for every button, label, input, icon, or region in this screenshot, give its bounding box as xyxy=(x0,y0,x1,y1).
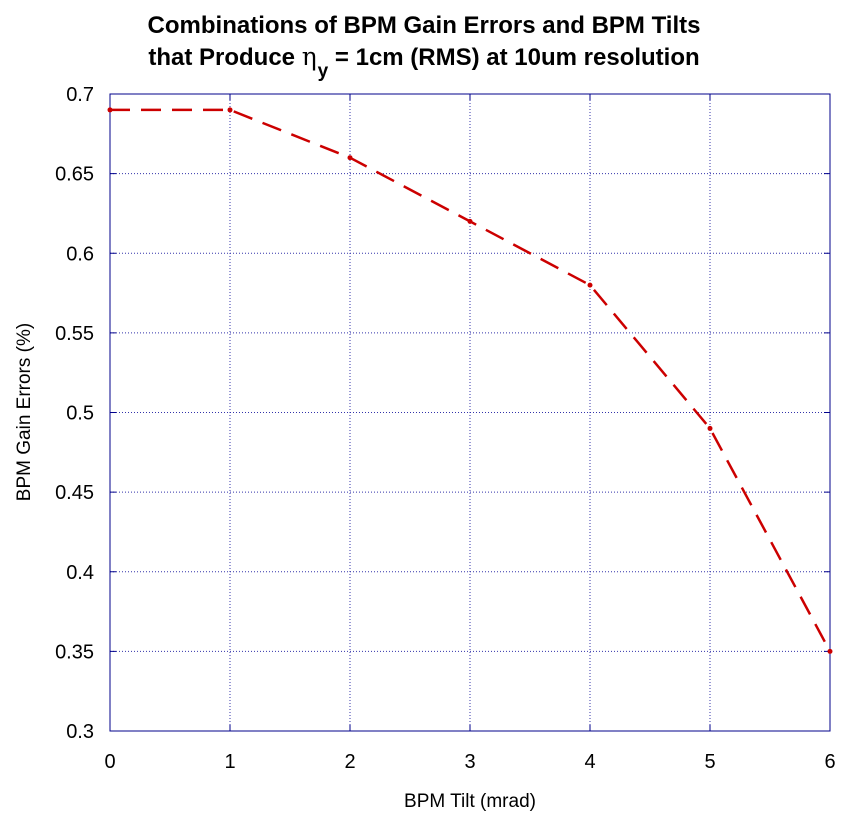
x-tick-label: 5 xyxy=(704,751,715,773)
data-point xyxy=(347,155,353,161)
eta-symbol: η xyxy=(301,42,317,71)
title-text-before-symbol: that Produce xyxy=(148,44,302,71)
x-tick-label: 2 xyxy=(344,751,355,773)
data-point xyxy=(107,107,113,113)
y-tick-label: 0.65 xyxy=(55,164,94,186)
x-axis-label: BPM Tilt (mrad) xyxy=(404,791,536,812)
series-line-0 xyxy=(110,108,832,652)
y-tick-label: 0.7 xyxy=(66,84,94,106)
grid-lines xyxy=(110,94,830,731)
eta-subscript: y xyxy=(317,61,329,82)
data-series xyxy=(107,107,833,654)
title-text-after-symbol: = 1cm (RMS) at 10um resolution xyxy=(328,44,700,71)
y-tick-label: 0.5 xyxy=(66,403,94,425)
data-point xyxy=(227,107,233,113)
x-tick-label: 3 xyxy=(464,751,475,773)
x-tick-label: 6 xyxy=(824,751,835,773)
y-axis-label: BPM Gain Errors (%) xyxy=(14,323,35,501)
x-tick-label: 1 xyxy=(224,751,235,773)
y-tick-label: 0.35 xyxy=(55,641,94,663)
y-tick-label: 0.55 xyxy=(55,323,94,345)
data-point xyxy=(827,648,833,654)
y-tick-label: 0.45 xyxy=(55,482,94,504)
data-point xyxy=(587,282,593,288)
data-point xyxy=(467,218,473,224)
axis-ticks: 0 1 2 3 4 5 6 0.3 0.35 0.4 0.45 0.5 0.55 0.6 0.65 0.7 xyxy=(55,84,836,773)
x-tick-label: 4 xyxy=(584,751,595,773)
y-tick-label: 0.3 xyxy=(66,721,94,743)
x-tick-label: 0 xyxy=(104,751,115,773)
y-tick-label: 0.4 xyxy=(66,562,94,584)
data-point xyxy=(707,425,713,431)
chart-title: Combinations of BPM Gain Errors and BPM … xyxy=(0,10,848,82)
chart-title-line-2: that Produce ηy = 1cm (RMS) at 10um reso… xyxy=(0,41,848,82)
y-tick-label: 0.6 xyxy=(66,243,94,265)
chart-title-line-1: Combinations of BPM Gain Errors and BPM … xyxy=(147,12,701,39)
